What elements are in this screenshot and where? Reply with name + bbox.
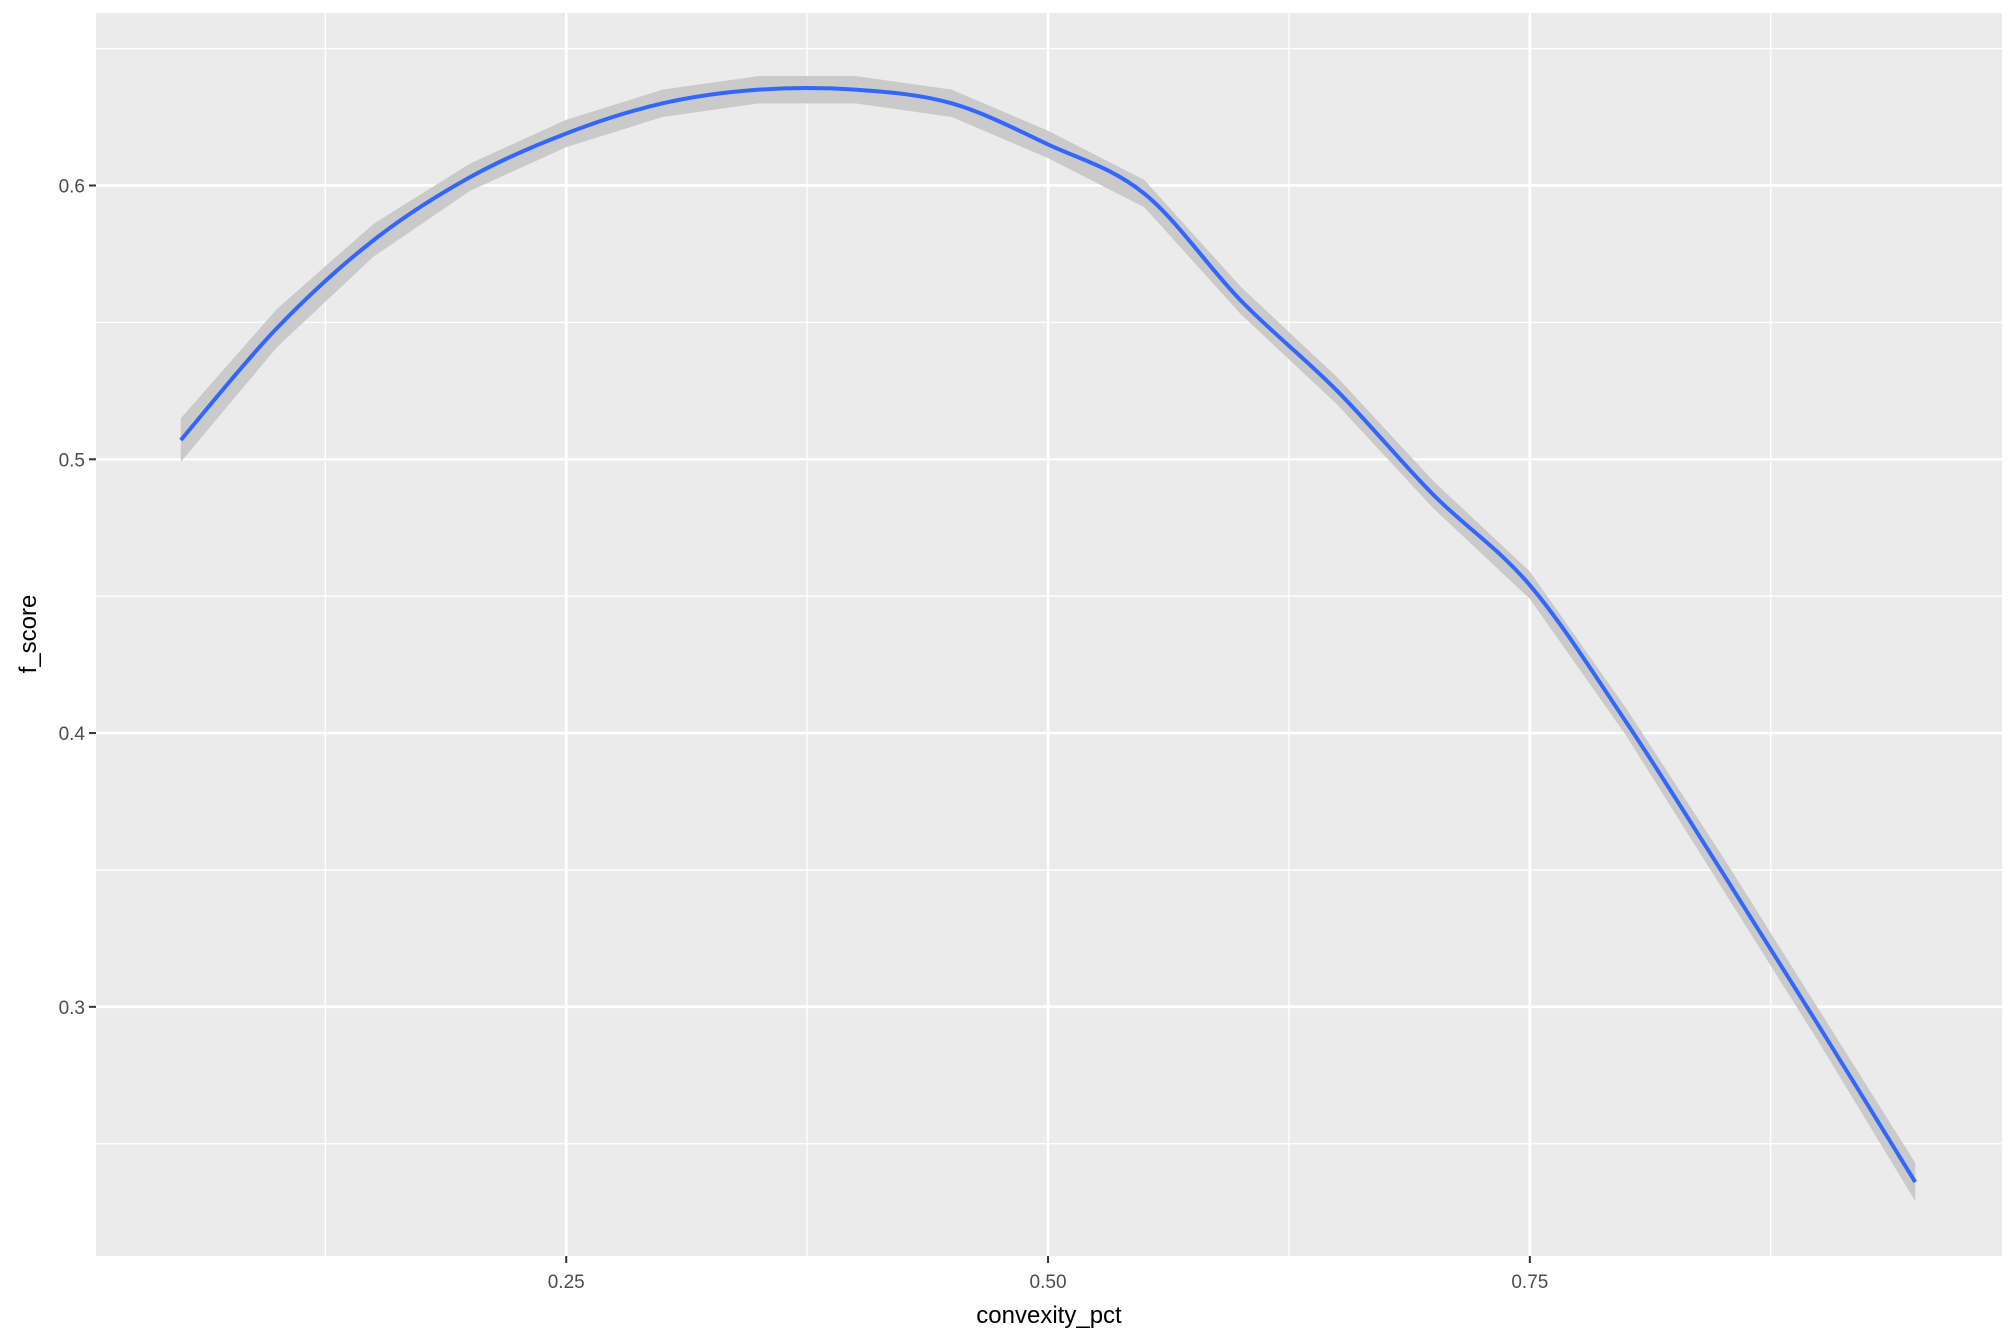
y-tick-label: 0.3	[59, 998, 85, 1019]
y-tick-label: 0.4	[59, 724, 86, 745]
smooth-line	[179, 85, 1917, 1184]
x-tick-label: 0.25	[548, 1272, 585, 1293]
x-tick-label: 0.50	[1030, 1272, 1067, 1293]
major-gridlines	[96, 13, 2002, 1256]
x-tick-label: 0.75	[1511, 1272, 1548, 1293]
smooth-line-group	[179, 85, 1917, 1184]
x-axis-title: convexity_pct	[976, 1302, 1122, 1329]
y-axis-title: f_score	[15, 595, 42, 674]
x-axis-ticks: 0.25 0.50 0.75	[548, 1256, 1548, 1293]
y-tick-label: 0.5	[59, 450, 85, 471]
y-axis-ticks: 0.3 0.4 0.5 0.6	[59, 176, 96, 1019]
y-tick-label: 0.6	[59, 176, 85, 197]
